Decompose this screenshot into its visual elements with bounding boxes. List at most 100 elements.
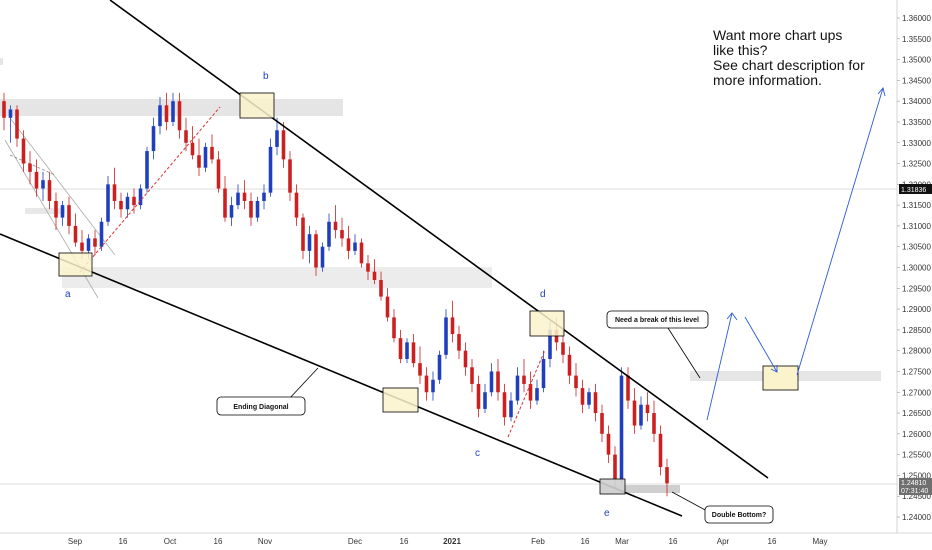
y-tick-label: 1.29000: [902, 305, 931, 314]
candle-body: [125, 196, 130, 210]
candle-body: [398, 338, 403, 359]
double-bottom-zone: [600, 485, 680, 493]
projection-arrow-3: [877, 87, 886, 97]
candle-body: [242, 192, 247, 201]
promo-line-2: like this?: [713, 42, 768, 58]
candle-body: [528, 383, 533, 401]
y-tick-label: 1.26000: [902, 430, 931, 439]
x-tick-label: 16: [768, 537, 777, 546]
candle-body: [99, 221, 104, 247]
countdown-text: 07:31:40: [901, 488, 928, 495]
candle-body: [41, 180, 45, 189]
y-tick-label: 1.32500: [902, 160, 931, 169]
candle-body: [197, 155, 201, 168]
candle-body: [418, 363, 422, 376]
candle-body: [288, 159, 292, 193]
candle-body: [600, 413, 604, 434]
candle-body: [327, 221, 331, 247]
x-tick-label: May: [812, 537, 827, 546]
candle-body: [301, 217, 305, 251]
wave-label-e: e: [604, 508, 610, 519]
candle-body: [411, 342, 416, 364]
candle-body: [424, 375, 429, 393]
candle-body: [47, 180, 52, 201]
y-tick-label: 1.34500: [902, 76, 931, 85]
y-tick-label: 1.24000: [902, 513, 931, 522]
x-tick-label: 16: [119, 537, 128, 546]
ending-diagonal-label: Ending Diagonal: [233, 404, 288, 411]
upper-diagonal-line: [109, 0, 769, 479]
candle-body: [626, 375, 630, 401]
candle-body: [145, 151, 149, 189]
candle-body: [138, 188, 143, 206]
support-zone-mid: [62, 267, 492, 288]
candle-body: [28, 163, 32, 172]
candle-body: [541, 358, 546, 389]
candle-body: [158, 105, 162, 127]
y-tick-label: 1.31500: [902, 201, 931, 210]
candle-body: [320, 246, 325, 268]
candle-body: [587, 392, 591, 405]
need-break-box: [606, 310, 709, 329]
y-tick-label: 1.27000: [902, 388, 931, 397]
pivot-box-e: [599, 478, 626, 495]
double-bottom-box: [704, 505, 774, 524]
candle-body: [255, 200, 260, 218]
red-dash-trend-2: [507, 349, 546, 438]
candle-body: [314, 234, 318, 268]
candle-body: [483, 392, 487, 409]
pivot-box-c: [382, 387, 419, 413]
promo-line-3: See chart description for: [713, 57, 865, 73]
y-tick-label: 1.31000: [902, 222, 931, 231]
candle-body: [613, 454, 617, 480]
candle-body: [535, 388, 539, 401]
candle-body: [353, 242, 357, 251]
candle-body: [606, 433, 611, 455]
candle-body: [236, 192, 240, 206]
x-tick-label: 16: [581, 537, 590, 546]
projection-arrow-2: [770, 365, 778, 373]
x-tick-label: Sep: [68, 537, 83, 546]
candle-body: [359, 242, 364, 264]
wave-label-b: b: [263, 71, 269, 82]
projection-path-2: [744, 316, 778, 373]
candle-body: [307, 234, 312, 251]
candle-body: [190, 142, 195, 156]
candle-body: [177, 101, 182, 131]
candle-body: [8, 109, 13, 118]
y-tick-label: 1.25000: [902, 471, 931, 480]
candle-body: [346, 238, 351, 251]
y-tick-label: 1.35500: [902, 35, 931, 44]
need-break-label: Need a break of this level: [615, 317, 699, 324]
candle-body: [106, 184, 110, 222]
x-tick-label: Oct: [164, 537, 177, 546]
wave-label-c: c: [475, 448, 480, 459]
candle-body: [171, 101, 175, 122]
candle-body: [294, 192, 299, 218]
candle-body: [567, 354, 572, 376]
candle-body: [470, 367, 474, 384]
promo-line-1: Want more chart ups: [713, 27, 842, 43]
candle-body: [372, 271, 377, 280]
candle-body: [444, 317, 448, 355]
candle-body: [652, 413, 656, 434]
candle-body: [639, 404, 643, 426]
x-tick-label: Apr: [717, 537, 730, 546]
candle-body: [184, 130, 188, 143]
target-box: [762, 365, 799, 391]
candle-body: [561, 342, 565, 355]
last-price-badge: [899, 478, 932, 495]
candle-body: [151, 126, 156, 152]
candle-body: [574, 375, 578, 389]
candle-body: [2, 101, 6, 118]
y-tick-label: 1.27500: [902, 367, 931, 376]
candle-body: [450, 317, 455, 335]
candle-body: [645, 404, 650, 414]
candle-body: [385, 296, 390, 318]
y-tick-label: 1.29500: [902, 284, 931, 293]
y-tick-label: 1.36000: [902, 14, 931, 23]
candle-body: [119, 200, 123, 210]
pivot-box-b: [239, 92, 275, 119]
candle-body: [281, 130, 286, 160]
lower-diagonal-line: [0, 233, 683, 517]
